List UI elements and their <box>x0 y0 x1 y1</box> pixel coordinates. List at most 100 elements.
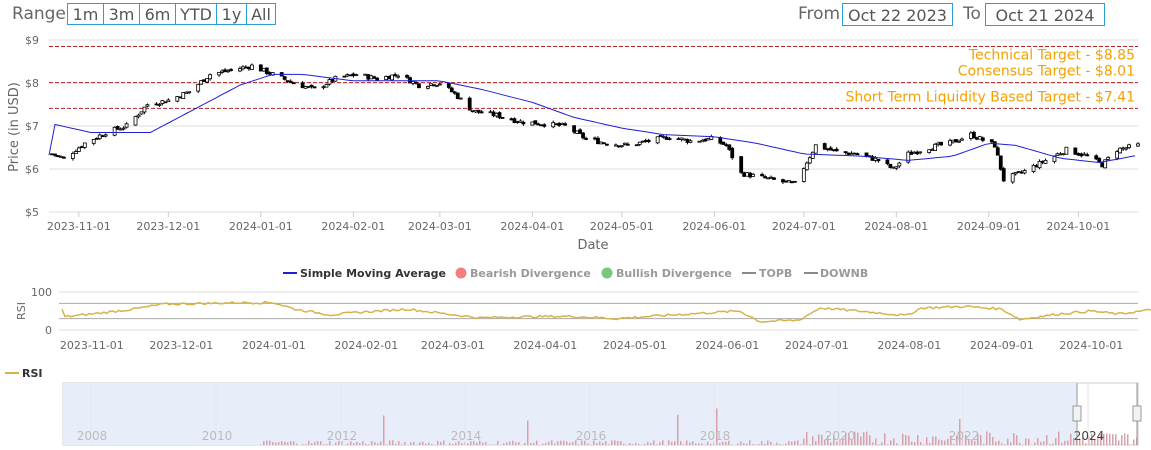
navigator-volume-bar <box>749 440 751 445</box>
legend-item-downb[interactable]: DOWNB <box>820 267 868 280</box>
range-button-1m[interactable]: 1m <box>67 3 104 25</box>
price-x-tick: 2024-07-01 <box>772 220 836 233</box>
navigator-volume-bar <box>914 442 916 445</box>
navigator-volume-bar <box>524 443 526 445</box>
from-date-input[interactable]: Oct 22 2023 <box>842 3 953 26</box>
navigator-volume-bar <box>269 440 271 445</box>
navigator-volume-bar <box>1124 433 1126 445</box>
navigator-volume-bar <box>290 441 292 445</box>
candle-body <box>136 114 141 118</box>
candle-body <box>718 137 723 144</box>
navigator-volume-bar <box>536 440 538 445</box>
navigator-volume-bar <box>515 442 517 445</box>
candle-body <box>79 146 84 149</box>
candle-body <box>560 122 565 125</box>
range-button-1y[interactable]: 1y <box>216 3 247 25</box>
candle-body <box>121 127 126 130</box>
candle-body <box>351 73 356 77</box>
navigator-volume-bar <box>317 441 319 445</box>
candle-body <box>1034 165 1039 168</box>
navigator-volume-bar <box>1052 443 1054 445</box>
candle-body <box>742 172 747 177</box>
navigator-volume-bar <box>596 443 598 445</box>
navigator-volume-bar <box>581 440 583 445</box>
rsi-x-tick: 2024-07-01 <box>785 339 849 352</box>
navigator-volume-bar <box>356 441 358 445</box>
navigator-volume-bar <box>266 440 268 445</box>
navigator-volume-bar <box>311 443 313 445</box>
navigator-volume-bar <box>653 440 655 445</box>
to-date-input[interactable]: Oct 21 2024 <box>985 3 1105 26</box>
rsi-x-tick: 2024-05-01 <box>603 339 667 352</box>
candle-body <box>605 143 609 146</box>
range-button-6m[interactable]: 6m <box>139 3 176 25</box>
candle-body <box>530 121 535 126</box>
navigator-volume-bar <box>326 444 328 445</box>
navigator-volume-bar <box>341 441 343 445</box>
navigator-volume-bar <box>797 440 799 445</box>
navigator-volume-bar <box>359 443 361 445</box>
candle-body <box>249 64 254 71</box>
navigator-volume-bar <box>1085 443 1087 445</box>
navigator-volume-bar <box>965 434 967 445</box>
candle-body <box>261 67 266 72</box>
candle-body <box>1106 156 1111 160</box>
navigator-volume-bar <box>698 443 700 445</box>
range-button-all[interactable]: All <box>246 3 276 25</box>
navigator-volume-bar <box>374 442 376 445</box>
navigator-volume-bar <box>746 443 748 445</box>
candle-body <box>258 64 263 72</box>
candle-body <box>930 149 935 151</box>
candle-body <box>1001 168 1006 182</box>
candle-body <box>321 86 326 89</box>
navigator-volume-bar <box>275 442 277 445</box>
range-button-3m[interactable]: 3m <box>103 3 140 25</box>
navigator-volume-bar <box>845 432 847 445</box>
navigator-right-handle[interactable] <box>1132 405 1142 422</box>
candle-body <box>828 147 833 151</box>
legend-item-sma[interactable]: Simple Moving Average <box>300 267 446 280</box>
candle-body <box>664 136 669 140</box>
range-button-ytd[interactable]: YTD <box>175 3 217 25</box>
candle-body <box>145 104 150 107</box>
candle-body <box>488 111 493 114</box>
navigator-volume-bar <box>791 441 793 445</box>
navigator-volume-bar <box>881 442 883 445</box>
navigator-volume-bar <box>467 443 469 445</box>
candle-body <box>769 176 773 179</box>
candle-body <box>217 72 221 76</box>
rsi-x-tick: 2023-11-01 <box>60 339 124 352</box>
candle-body <box>417 83 421 89</box>
candle-body <box>509 118 514 121</box>
navigator-volume-bar <box>737 443 739 445</box>
candle-body <box>727 144 732 150</box>
candle-body <box>512 118 517 124</box>
navigator-volume-bar <box>1067 440 1069 445</box>
legend-item-bearish[interactable]: Bearish Divergence <box>470 267 591 280</box>
navigator-volume-bar <box>533 442 535 445</box>
navigator-year-label: 2018 <box>700 429 731 443</box>
navigator-volume-bar <box>839 439 841 445</box>
candle-body <box>745 172 750 177</box>
navigator-volume-bar <box>587 443 589 445</box>
candle-body <box>667 138 672 140</box>
legend-bearish-symbol <box>455 267 467 279</box>
navigator-volume-bar <box>419 442 421 445</box>
navigator-volume-bar <box>563 440 565 445</box>
candle-body <box>1100 162 1105 168</box>
navigator-left-handle[interactable] <box>1072 405 1082 422</box>
rsi-y-axis-label: RSI <box>15 302 28 320</box>
legend-item-bullish[interactable]: Bullish Divergence <box>616 267 732 280</box>
navigator-volume-bar <box>551 440 553 445</box>
navigator-volume-bar <box>518 442 520 445</box>
candle-body <box>458 97 463 100</box>
candle-body <box>619 145 624 148</box>
candle-body <box>584 137 588 140</box>
candle-body <box>781 179 785 183</box>
candle-body <box>581 132 585 139</box>
legend-item-topb[interactable]: TOPB <box>759 267 792 280</box>
navigator-volume-bar <box>305 444 307 445</box>
rsi-legend-item[interactable]: RSI <box>22 367 43 380</box>
navigator[interactable]: 2008 2010 2012 2014 2016 2018 2020 2022 2024 <box>62 382 1142 446</box>
price-y-tick: $7 <box>25 120 39 133</box>
